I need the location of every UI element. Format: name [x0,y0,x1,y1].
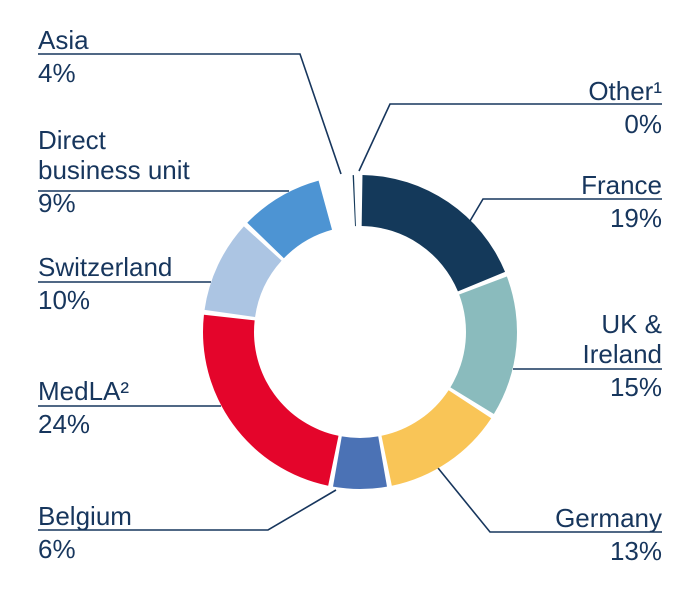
leader-line-other [358,103,662,172]
leader-line-france [469,198,662,222]
leader-line-belgium [38,489,337,531]
label-uk_ireland: UK & Ireland 15% [583,309,663,402]
label-other: Other¹ 0% [588,76,662,139]
label-name-other: Other¹ [588,76,662,106]
leader-line-asia [38,53,342,175]
label-name-medla: MedLA² [38,376,130,406]
segment-direct [247,180,333,259]
label-name-uk_ireland: UK & Ireland [582,309,663,369]
label-value-asia: 4% [38,58,76,88]
label-direct: Direct business unit 9% [38,125,190,218]
segment-other [352,175,356,227]
label-name-direct: Direct business unit [38,125,190,185]
label-asia: Asia 4% [38,25,89,88]
segment-switzerland [204,226,282,318]
segment-france [361,175,506,292]
label-name-germany: Germany [555,503,662,533]
label-name-belgium: Belgium [38,501,132,531]
leader-line-germany [437,467,662,533]
segment-germany [381,390,492,486]
label-france: France 19% [581,170,662,233]
segment-belgium [333,436,387,490]
label-belgium: Belgium 6% [38,501,132,564]
label-value-switzerland: 10% [38,285,91,315]
label-value-other: 0% [624,109,662,139]
label-name-asia: Asia [38,25,89,55]
label-name-switzerland: Switzerland [38,252,173,282]
label-value-belgium: 6% [38,534,76,564]
segment-medla [203,314,339,486]
label-value-germany: 13% [609,536,662,566]
label-value-uk_ireland: 15% [609,372,662,402]
label-value-medla: 24% [38,409,91,439]
segment-uk_ireland [450,276,518,415]
label-value-direct: 9% [38,188,76,218]
label-switzerland: Switzerland 10% [38,252,172,315]
label-name-france: France [581,170,662,200]
label-value-france: 19% [609,203,662,233]
label-medla: MedLA² 24% [38,376,129,439]
label-germany: Germany 13% [555,503,662,566]
